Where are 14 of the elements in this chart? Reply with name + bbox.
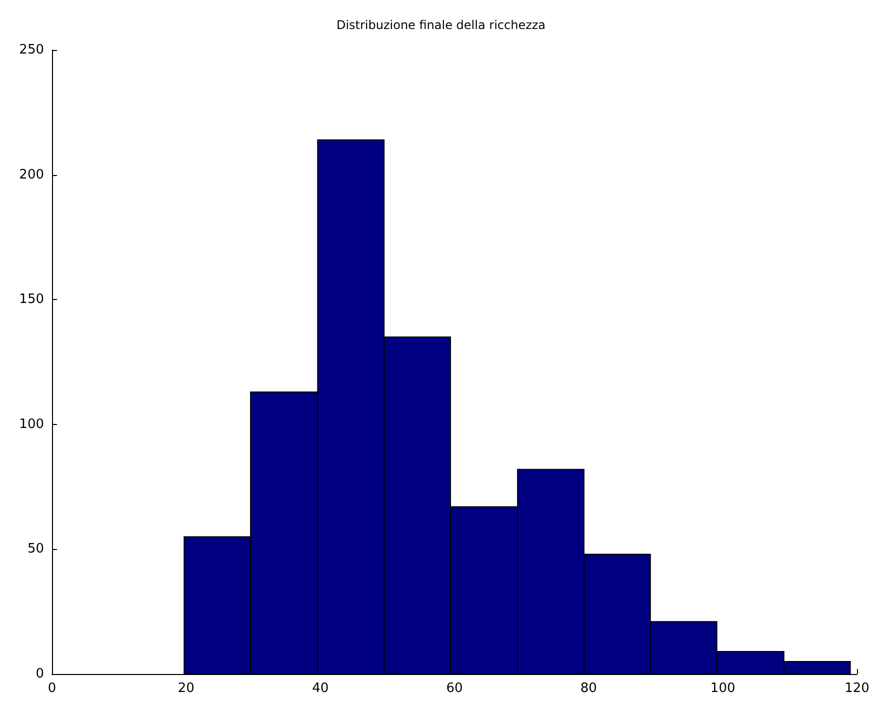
y-tick-label: 100 <box>19 416 44 432</box>
y-tick-label: 150 <box>19 292 44 308</box>
x-tick-label: 0 <box>48 681 56 696</box>
x-tick-label: 60 <box>446 681 463 696</box>
x-tick-label: 40 <box>312 681 329 696</box>
y-tick-label: 200 <box>19 167 44 182</box>
y-tick-label: 250 <box>19 42 44 58</box>
x-tick-label: 100 <box>710 681 736 696</box>
y-tick-label: 0 <box>36 666 44 682</box>
x-tick-label: 120 <box>844 681 870 696</box>
x-tick-label: 80 <box>580 681 597 696</box>
x-tick-label: 20 <box>178 681 194 696</box>
chart-title: Distribuzione finale della ricchezza <box>336 18 546 32</box>
y-tick-label: 50 <box>27 542 44 557</box>
